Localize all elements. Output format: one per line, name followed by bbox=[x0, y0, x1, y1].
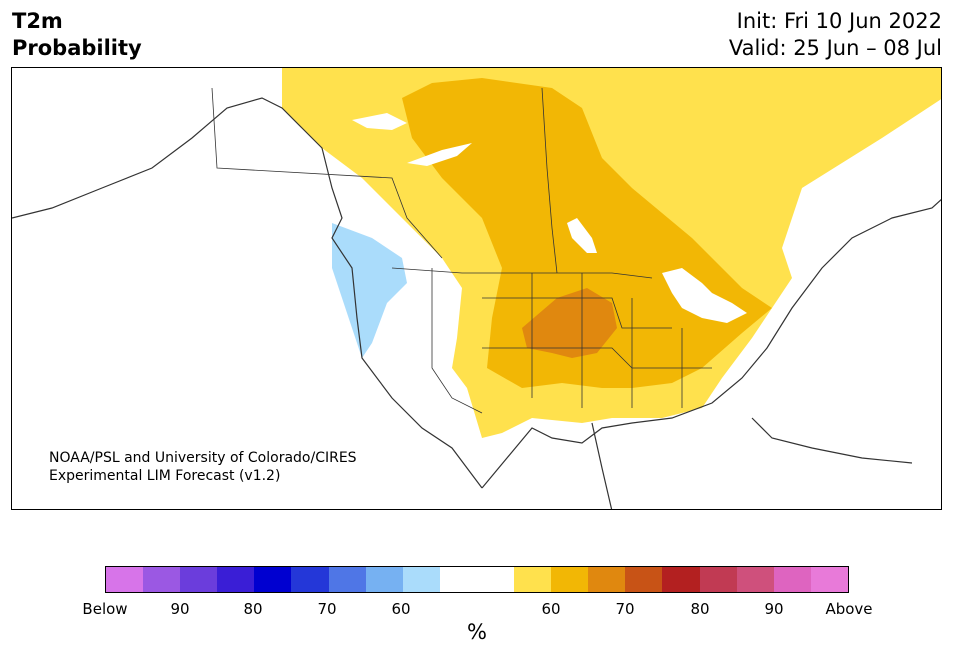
colorbar-tick-label: 70 bbox=[615, 600, 635, 618]
political-borders bbox=[211, 87, 712, 414]
colorbar-swatch bbox=[625, 567, 663, 592]
colorbar-tick-label: 80 bbox=[690, 600, 710, 618]
colorbar-swatch bbox=[810, 567, 848, 592]
colorbar-swatch bbox=[773, 567, 811, 592]
map-canvas bbox=[12, 68, 941, 509]
colorbar-tick-label: 60 bbox=[541, 600, 561, 618]
colorbar-unit: % bbox=[467, 620, 487, 644]
coastline-outline bbox=[12, 97, 941, 509]
colorbar-swatch bbox=[476, 567, 515, 592]
colorbar-tick-label: Above bbox=[825, 600, 873, 618]
colorbar-tick-label: 80 bbox=[243, 600, 263, 618]
colorbar-swatch bbox=[365, 567, 403, 592]
colorbar-swatch bbox=[180, 567, 218, 592]
colorbar-swatch bbox=[514, 567, 552, 592]
colorbar-swatch bbox=[106, 567, 144, 592]
probability-map bbox=[11, 67, 942, 510]
colorbar-swatch bbox=[217, 567, 255, 592]
colorbar-swatch bbox=[439, 567, 477, 592]
colorbar-tick-label: 90 bbox=[170, 600, 190, 618]
colorbar-swatch bbox=[291, 567, 329, 592]
colorbar-swatch bbox=[143, 567, 181, 592]
colorbar-swatch bbox=[328, 567, 366, 592]
colorbar-swatch bbox=[736, 567, 774, 592]
colorbar-tick-label: Below bbox=[82, 600, 128, 618]
great-slave-lake bbox=[407, 143, 472, 166]
probability-colorbar bbox=[105, 566, 849, 593]
colorbar-swatch bbox=[588, 567, 626, 592]
above-normal-80-region bbox=[522, 288, 617, 358]
lake-winnipeg bbox=[567, 218, 597, 253]
data-source-credit: NOAA/PSL and University of Colorado/CIRE… bbox=[49, 450, 357, 484]
init-valid-dates: Init: Fri 10 Jun 2022 Valid: 25 Jun – 08… bbox=[728, 9, 942, 60]
below-normal-60-region bbox=[332, 223, 407, 358]
colorbar-swatch bbox=[662, 567, 700, 592]
map-title: T2m Probability bbox=[12, 9, 142, 60]
colorbar-swatch bbox=[551, 567, 589, 592]
colorbar-tick-label: 90 bbox=[764, 600, 784, 618]
colorbar-swatch bbox=[254, 567, 292, 592]
great-lakes bbox=[662, 268, 747, 323]
colorbar-tick-label: 60 bbox=[391, 600, 411, 618]
colorbar-swatch bbox=[699, 567, 737, 592]
colorbar-swatch bbox=[402, 567, 440, 592]
colorbar-tick-label: 70 bbox=[317, 600, 337, 618]
great-bear-lake bbox=[352, 113, 407, 130]
